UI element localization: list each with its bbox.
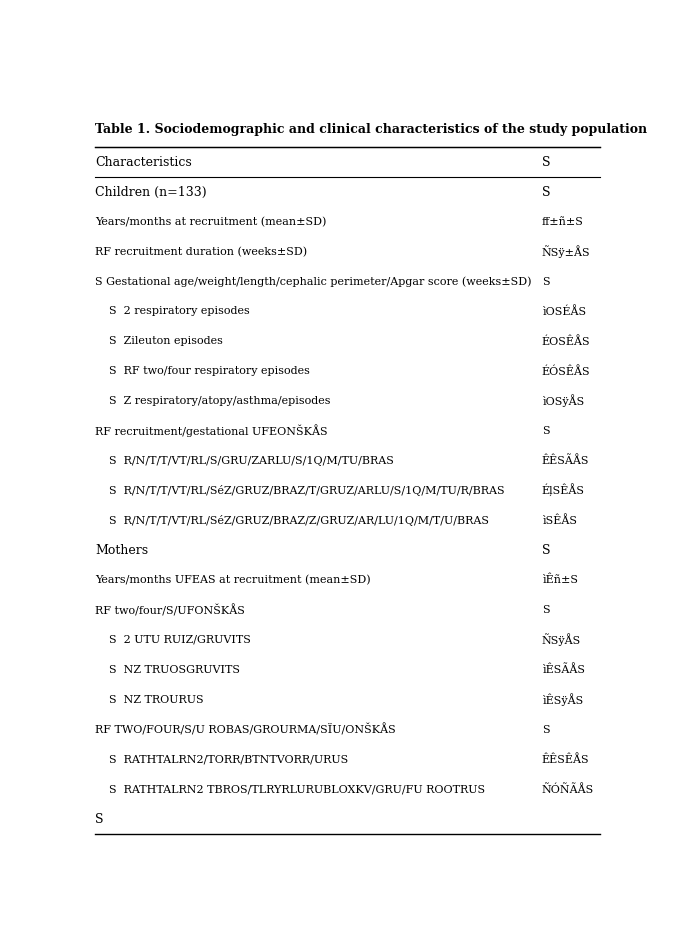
Text: RF TWO/FOUR/S/U ROBAS/GROURMA/SÏU/ONŠKÅS: RF TWO/FOUR/S/U ROBAS/GROURMA/SÏU/ONŠKÅS — [95, 724, 396, 736]
Text: ff±ñ±S: ff±ñ±S — [542, 217, 584, 227]
Text: S  Zileuton episodes: S Zileuton episodes — [95, 336, 223, 347]
Text: ÑSÿ±ÅS: ÑSÿ±ÅS — [542, 246, 591, 258]
Text: S: S — [542, 724, 549, 735]
Text: S  2 UTU RUIZ/GRUVITS: S 2 UTU RUIZ/GRUVITS — [95, 635, 251, 645]
Text: Characteristics: Characteristics — [95, 156, 192, 169]
Text: S: S — [542, 186, 551, 199]
Text: ìOSÉÅS: ìOSÉÅS — [542, 306, 586, 317]
Text: S: S — [542, 605, 549, 615]
Text: S  NZ TRUOSGRUVITS: S NZ TRUOSGRUVITS — [95, 664, 240, 675]
Text: Years/months UFEAS at recruitment (mean±SD): Years/months UFEAS at recruitment (mean±… — [95, 575, 371, 585]
Text: ÑÓÑÃÅS: ÑÓÑÃÅS — [542, 783, 594, 795]
Text: S  R/N/T/T/VT/RL/S/GRU/ZARLU/S/1Q/M/TU/BRAS: S R/N/T/T/VT/RL/S/GRU/ZARLU/S/1Q/M/TU/BR… — [95, 456, 394, 466]
Text: Table 1. Sociodemographic and clinical characteristics of the study population: Table 1. Sociodemographic and clinical c… — [95, 123, 647, 136]
Text: S  RATHTALRN2 TBROS/TLRYRLURUBLOXKV/GRU/FU ROOTRUS: S RATHTALRN2 TBROS/TLRYRLURUBLOXKV/GRU/F… — [95, 784, 485, 794]
Text: ÊÊSÃÅS: ÊÊSÃÅS — [542, 455, 589, 466]
Text: ìSÊÅS: ìSÊÅS — [542, 515, 577, 526]
Text: RF two/four/S/UFONŠKÅS: RF two/four/S/UFONŠKÅS — [95, 604, 245, 616]
Text: RF recruitment duration (weeks±SD): RF recruitment duration (weeks±SD) — [95, 247, 307, 257]
Text: S  RF two/four respiratory episodes: S RF two/four respiratory episodes — [95, 367, 310, 376]
Text: Mothers: Mothers — [95, 544, 148, 557]
Text: ÉOSÊÅS: ÉOSÊÅS — [542, 336, 591, 347]
Text: S: S — [95, 813, 104, 825]
Text: Years/months at recruitment (mean±SD): Years/months at recruitment (mean±SD) — [95, 217, 327, 227]
Text: S  R/N/T/T/VT/RL/SéZ/GRUZ/BRAZ/T/GRUZ/ARLU/S/1Q/M/TU/R/BRAS: S R/N/T/T/VT/RL/SéZ/GRUZ/BRAZ/T/GRUZ/ARL… — [95, 486, 505, 496]
Text: S  Z respiratory/atopy/asthma/episodes: S Z respiratory/atopy/asthma/episodes — [95, 396, 331, 407]
Text: ÊÊSÊÅS: ÊÊSÊÅS — [542, 754, 589, 764]
Text: S: S — [542, 544, 551, 557]
Text: RF recruitment/gestational UFEONŠKÅS: RF recruitment/gestational UFEONŠKÅS — [95, 425, 328, 437]
Text: S  2 respiratory episodes: S 2 respiratory episodes — [95, 307, 250, 316]
Text: ÑSÿÅS: ÑSÿÅS — [542, 634, 581, 646]
Text: ìÊSÃÅS: ìÊSÃÅS — [542, 664, 585, 675]
Text: S  RATHTALRN2/TORR/BTNTVORR/URUS: S RATHTALRN2/TORR/BTNTVORR/URUS — [95, 754, 348, 764]
Text: ìÊñ±S: ìÊñ±S — [542, 575, 578, 585]
Text: S: S — [542, 277, 549, 287]
Text: ÉÓSÊÅS: ÉÓSÊÅS — [542, 366, 591, 377]
Text: ìÊSÿÅS: ìÊSÿÅS — [542, 693, 583, 706]
Text: S  R/N/T/T/VT/RL/SéZ/GRUZ/BRAZ/Z/GRUZ/AR/LU/1Q/M/T/U/BRAS: S R/N/T/T/VT/RL/SéZ/GRUZ/BRAZ/Z/GRUZ/AR/… — [95, 515, 490, 526]
Text: ìOSÿÅS: ìOSÿÅS — [542, 395, 584, 407]
Text: ÉļSÊÅS: ÉļSÊÅS — [542, 485, 585, 497]
Text: S: S — [542, 156, 551, 169]
Text: S  NZ TROURUS: S NZ TROURUS — [95, 695, 204, 704]
Text: S: S — [542, 426, 549, 436]
Text: Children (n=133): Children (n=133) — [95, 186, 207, 199]
Text: S Gestational age/weight/length/cephalic perimeter/Apgar score (weeks±SD): S Gestational age/weight/length/cephalic… — [95, 276, 532, 287]
